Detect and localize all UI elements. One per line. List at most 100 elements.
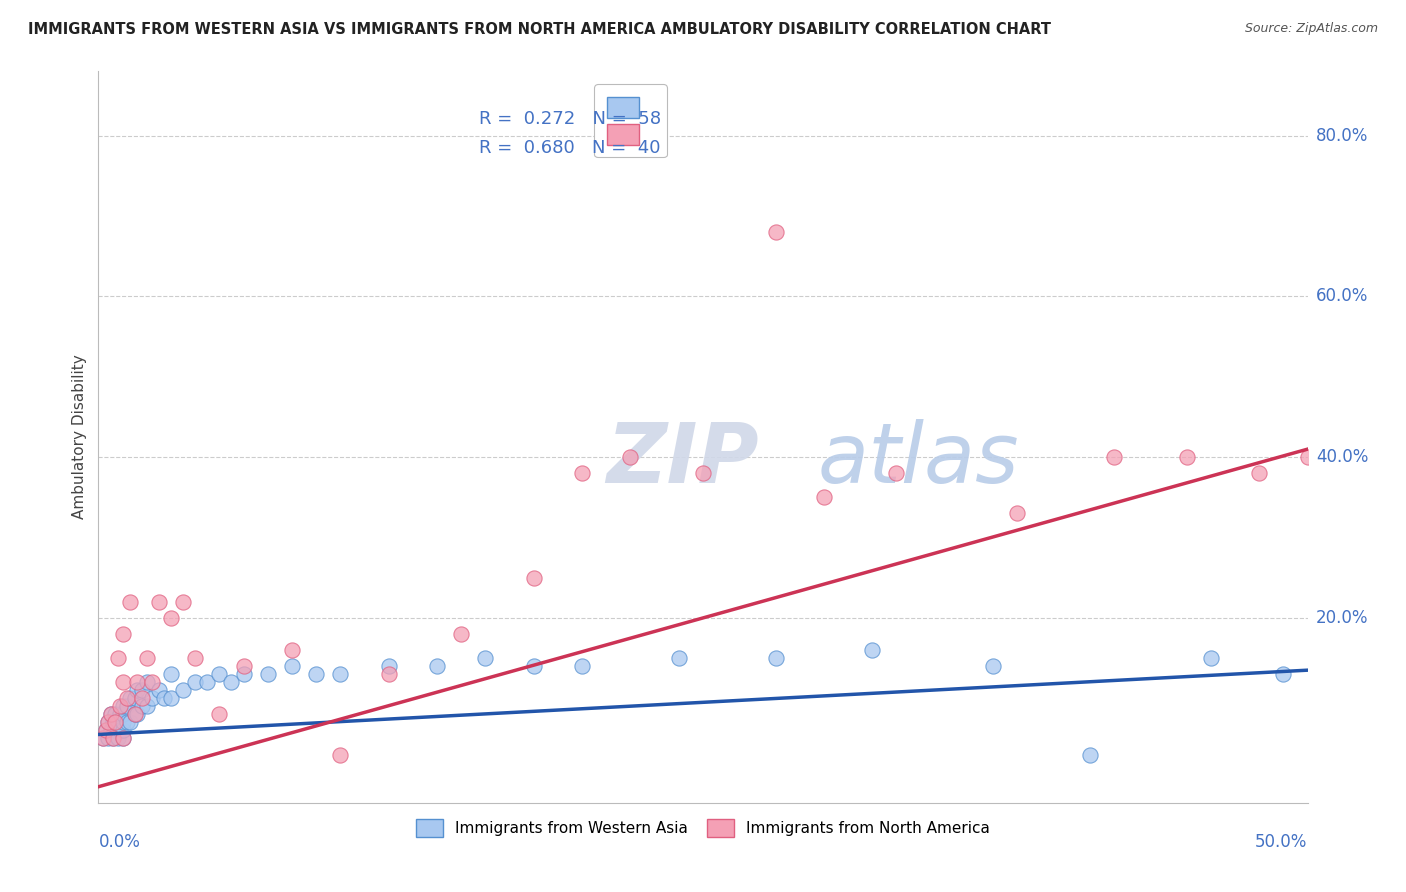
- Point: [1175, 450, 1198, 465]
- Text: 20.0%: 20.0%: [1316, 609, 1368, 627]
- Point: [692, 467, 714, 481]
- Point: [172, 595, 194, 609]
- Point: [305, 667, 328, 681]
- Point: [131, 699, 153, 714]
- Point: [131, 683, 153, 698]
- Point: [221, 675, 243, 690]
- Point: [111, 699, 134, 714]
- Point: [860, 643, 883, 657]
- Point: [104, 723, 127, 738]
- Point: [152, 691, 174, 706]
- Y-axis label: Ambulatory Disability: Ambulatory Disability: [72, 355, 87, 519]
- Point: [160, 691, 183, 706]
- Point: [97, 715, 120, 730]
- Point: [232, 659, 254, 673]
- Text: 80.0%: 80.0%: [1316, 127, 1368, 145]
- Point: [97, 731, 120, 746]
- Point: [281, 643, 304, 657]
- Point: [619, 450, 641, 465]
- Point: [981, 659, 1004, 673]
- Point: [377, 667, 399, 681]
- Point: [111, 731, 134, 746]
- Point: [329, 747, 352, 762]
- Point: [1102, 450, 1125, 465]
- Point: [135, 651, 157, 665]
- Point: [135, 699, 157, 714]
- Text: atlas: atlas: [818, 418, 1019, 500]
- Point: [111, 627, 134, 641]
- Point: [111, 715, 134, 730]
- Point: [1272, 667, 1295, 681]
- Point: [118, 691, 141, 706]
- Point: [281, 659, 304, 673]
- Point: [101, 731, 124, 746]
- Point: [117, 699, 139, 714]
- Point: [377, 659, 399, 673]
- Point: [256, 667, 278, 681]
- Point: [127, 675, 149, 690]
- Point: [571, 467, 593, 481]
- Text: 0.0%: 0.0%: [98, 833, 141, 851]
- Point: [160, 667, 183, 681]
- Text: R =  0.272   N =  58: R = 0.272 N = 58: [479, 110, 661, 128]
- Point: [108, 707, 131, 722]
- Point: [232, 667, 254, 681]
- Text: R =  0.680   N =  40: R = 0.680 N = 40: [479, 139, 661, 157]
- Text: ZIP: ZIP: [606, 418, 759, 500]
- Point: [94, 723, 117, 738]
- Point: [523, 571, 546, 585]
- Point: [108, 723, 131, 738]
- Point: [100, 707, 122, 722]
- Point: [184, 675, 207, 690]
- Point: [104, 707, 127, 722]
- Point: [135, 675, 157, 690]
- Point: [886, 467, 908, 481]
- Legend: Immigrants from Western Asia, Immigrants from North America: Immigrants from Western Asia, Immigrants…: [409, 813, 997, 843]
- Point: [111, 723, 134, 738]
- Point: [571, 659, 593, 673]
- Point: [111, 707, 134, 722]
- Point: [107, 715, 129, 730]
- Text: IMMIGRANTS FROM WESTERN ASIA VS IMMIGRANTS FROM NORTH AMERICA AMBULATORY DISABIL: IMMIGRANTS FROM WESTERN ASIA VS IMMIGRAN…: [28, 22, 1052, 37]
- Point: [91, 731, 114, 746]
- Point: [124, 707, 146, 722]
- Point: [91, 731, 114, 746]
- Point: [765, 651, 787, 665]
- Point: [141, 675, 163, 690]
- Point: [1296, 450, 1319, 465]
- Point: [1078, 747, 1101, 762]
- Point: [1199, 651, 1222, 665]
- Point: [107, 731, 129, 746]
- Point: [111, 731, 134, 746]
- Point: [1007, 507, 1029, 521]
- Point: [329, 667, 352, 681]
- Point: [426, 659, 449, 673]
- Point: [668, 651, 690, 665]
- Point: [97, 715, 120, 730]
- Point: [117, 715, 139, 730]
- Point: [450, 627, 472, 641]
- Text: Source: ZipAtlas.com: Source: ZipAtlas.com: [1244, 22, 1378, 36]
- Point: [94, 723, 117, 738]
- Point: [104, 715, 127, 730]
- Point: [148, 595, 170, 609]
- Point: [111, 675, 134, 690]
- Point: [141, 691, 163, 706]
- Point: [208, 707, 231, 722]
- Point: [813, 491, 835, 505]
- Point: [118, 715, 141, 730]
- Point: [100, 707, 122, 722]
- Point: [117, 691, 139, 706]
- Point: [100, 723, 122, 738]
- Point: [148, 683, 170, 698]
- Point: [184, 651, 207, 665]
- Text: 40.0%: 40.0%: [1316, 448, 1368, 467]
- Point: [118, 595, 141, 609]
- Point: [160, 611, 183, 625]
- Point: [172, 683, 194, 698]
- Point: [107, 651, 129, 665]
- Text: 50.0%: 50.0%: [1256, 833, 1308, 851]
- Point: [1249, 467, 1271, 481]
- Point: [124, 707, 146, 722]
- Point: [124, 691, 146, 706]
